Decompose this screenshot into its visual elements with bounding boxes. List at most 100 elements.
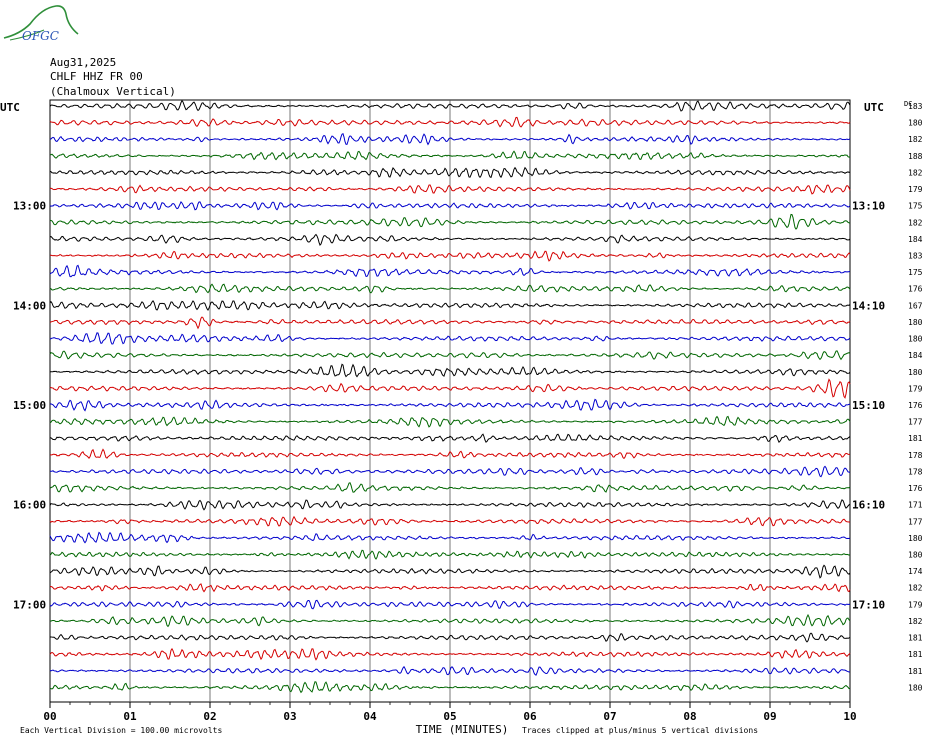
dc-offset-label: 180 <box>908 551 923 560</box>
dc-offset-label: 179 <box>908 384 923 393</box>
x-tick-label: 05 <box>443 710 456 723</box>
dc-offset-label: 180 <box>908 683 923 692</box>
trace-group <box>49 99 851 694</box>
dc-offset-label: 182 <box>908 135 923 144</box>
seismic-trace <box>49 166 851 179</box>
left-hour-label: 17:00 <box>13 598 46 611</box>
dc-offset-label: 184 <box>908 351 923 360</box>
dc-offset-label: 179 <box>908 600 923 609</box>
right-axis-label: UTC <box>864 101 884 114</box>
dc-offset-label: 174 <box>908 567 923 576</box>
seismic-trace <box>49 531 851 544</box>
seismic-trace <box>49 184 851 195</box>
dc-offset-label: 182 <box>908 617 923 626</box>
left-hour-label: 14:00 <box>13 299 46 312</box>
dc-offset-label: 183 <box>908 252 923 261</box>
right-hour-label: 13:10 <box>852 200 885 213</box>
dc-offset-label: 181 <box>908 650 923 659</box>
seismic-trace <box>49 647 851 661</box>
seismic-trace <box>49 133 851 146</box>
dc-offset-label: 175 <box>908 202 923 211</box>
seismic-trace <box>49 433 851 443</box>
x-tick-label: 03 <box>283 710 296 723</box>
dc-offset-label: 180 <box>908 335 923 344</box>
seismic-trace <box>49 549 851 560</box>
x-tick-label: 10 <box>843 710 856 723</box>
dc-offset-label: 184 <box>908 235 923 244</box>
dc-offset-label: 167 <box>908 301 923 310</box>
x-tick-label: 09 <box>763 710 776 723</box>
x-tick-label: 04 <box>363 710 377 723</box>
ofgc-logo: OFGC <box>3 5 79 43</box>
seismic-trace <box>49 264 851 278</box>
x-tick-label: 06 <box>523 710 537 723</box>
dc-offset-label: 183 <box>908 102 923 111</box>
seismic-trace <box>49 632 851 643</box>
dc-offset-label: 180 <box>908 368 923 377</box>
seismic-trace <box>49 448 851 460</box>
dc-offset-label: 179 <box>908 185 923 194</box>
header-date: Aug31,2025 <box>50 56 117 69</box>
seismic-trace <box>49 316 851 330</box>
seismic-trace <box>49 332 851 345</box>
seismic-trace <box>49 613 851 628</box>
dc-offset-label: 182 <box>908 168 923 177</box>
dc-offset-label: 180 <box>908 119 923 128</box>
seismic-trace <box>49 599 851 610</box>
dc-offset-label: 181 <box>908 667 923 676</box>
header-location: (Chalmoux Vertical) <box>50 85 176 98</box>
seismic-trace <box>49 283 851 294</box>
dc-offset-label: 188 <box>908 152 923 161</box>
right-hour-label: 16:10 <box>852 499 885 512</box>
seismic-trace <box>49 378 851 399</box>
x-tick-label: 02 <box>203 710 216 723</box>
seismic-trace <box>49 300 851 311</box>
seismic-trace <box>49 363 851 378</box>
x-tick-label: 07 <box>603 710 616 723</box>
logo-text: OFGC <box>22 29 59 43</box>
seismic-trace <box>49 415 851 428</box>
seismic-trace <box>50 465 851 478</box>
seismic-trace <box>49 515 851 527</box>
dc-offset-label: 180 <box>908 534 923 543</box>
left-hour-label: 16:00 <box>13 499 46 512</box>
seismic-trace <box>49 398 851 412</box>
left-axis-label: UTC <box>0 101 20 114</box>
seismic-trace <box>49 201 851 211</box>
dc-offset-label: 171 <box>908 501 923 510</box>
x-axis-label: TIME (MINUTES) <box>416 723 509 736</box>
dc-offset-label: 178 <box>908 467 923 476</box>
seismic-trace <box>49 499 851 511</box>
dc-offset-label: 180 <box>908 318 923 327</box>
seismic-trace <box>49 99 851 112</box>
dc-offset-label: 181 <box>908 634 923 643</box>
dc-label: DC <box>904 100 912 108</box>
x-tick-label: 00 <box>43 710 56 723</box>
label-group: 00 01 02 03 04 05 06 07 08 09 10 TIME (MINUTES) UTC U… <box>0 100 923 736</box>
seismic-trace <box>49 233 851 246</box>
left-hour-label: 15:00 <box>13 399 46 412</box>
seismic-trace <box>49 665 851 676</box>
seismic-trace <box>49 482 851 493</box>
plot-grid <box>49 99 851 708</box>
dc-offset-label: 176 <box>908 484 923 493</box>
x-tick-label: 01 <box>123 710 137 723</box>
seismic-trace <box>49 213 851 230</box>
dc-offset-label: 175 <box>908 268 923 277</box>
seismic-trace <box>49 250 851 262</box>
dc-offset-label: 182 <box>908 218 923 227</box>
dc-offset-label: 176 <box>908 285 923 294</box>
seismic-trace <box>49 681 851 694</box>
footer-clip-note: Traces clipped at plus/minus 5 vertical … <box>522 726 758 735</box>
dc-offset-label: 177 <box>908 517 923 526</box>
footer-scale-note: Each Vertical Division = 100.00 microvol… <box>20 726 222 735</box>
dc-offset-label: 178 <box>908 451 923 460</box>
x-tick-label: 08 <box>683 710 696 723</box>
seismic-trace <box>49 350 851 361</box>
dc-offset-label: 177 <box>908 418 923 427</box>
right-hour-label: 17:10 <box>852 598 885 611</box>
right-hour-label: 15:10 <box>852 399 885 412</box>
dc-offset-label: 181 <box>908 434 923 443</box>
seismic-trace <box>49 116 851 128</box>
